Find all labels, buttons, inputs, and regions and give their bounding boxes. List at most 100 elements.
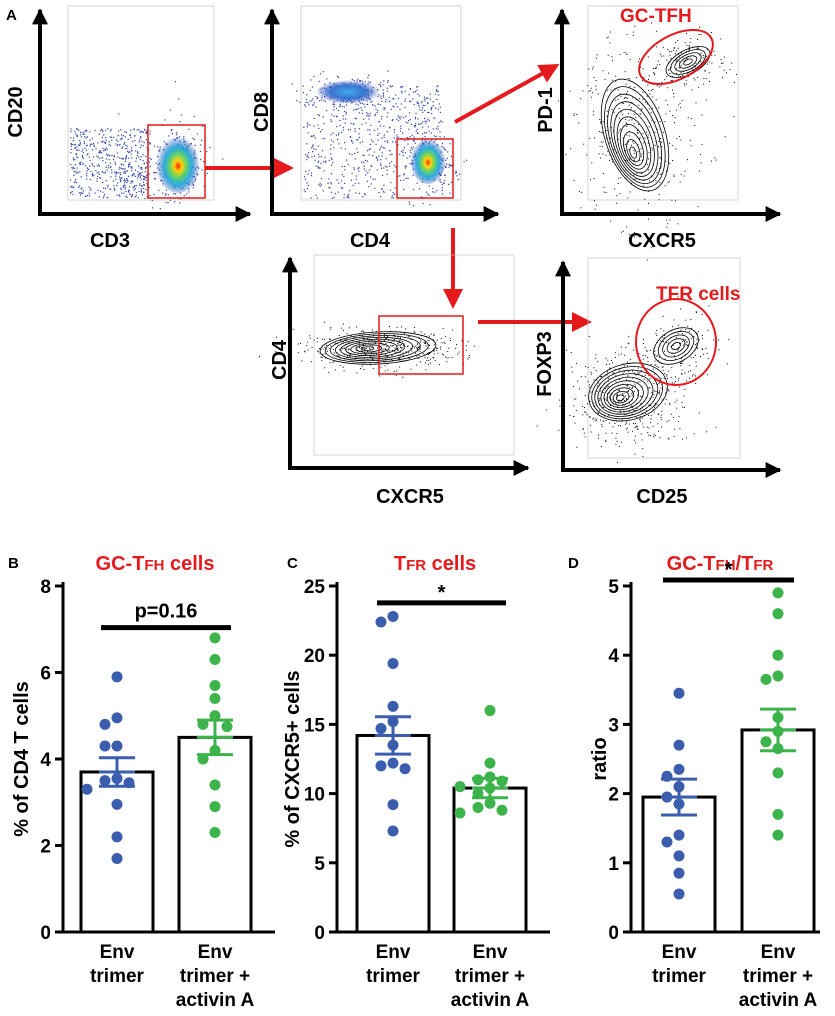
event-dot (70, 152, 72, 154)
event-dot (587, 403, 589, 405)
event-dot (132, 181, 134, 183)
event-dot (344, 165, 346, 168)
event-dot (431, 106, 433, 108)
event-dot (685, 437, 687, 439)
event-dot (126, 170, 129, 172)
event-dot (355, 109, 357, 111)
event-dot (715, 159, 717, 161)
event-dot (396, 326, 398, 328)
event-dot (646, 95, 648, 97)
event-dot (73, 174, 75, 176)
x-axis-label: CXCR5 (628, 230, 696, 252)
contour-level (345, 340, 398, 356)
event-dot (684, 85, 686, 87)
event-dot (615, 402, 616, 404)
event-dot (127, 150, 129, 152)
event-dot (384, 365, 386, 367)
event-dot (651, 391, 653, 393)
event-dot (635, 99, 637, 100)
event-dot (609, 363, 610, 365)
event-dot (206, 172, 208, 174)
event-dot (455, 170, 457, 172)
event-dot (337, 343, 339, 345)
event-dot (612, 400, 614, 402)
event-dot (199, 150, 202, 153)
significance-label: p=0.16 (135, 601, 198, 623)
event-dot (165, 193, 167, 195)
event-dot (341, 166, 343, 168)
event-dot (334, 369, 336, 371)
event-dot (115, 171, 117, 173)
gate-rect[interactable] (378, 315, 464, 375)
gate-ellipse[interactable] (635, 298, 717, 386)
event-dot (632, 377, 634, 379)
event-dot (106, 148, 108, 151)
event-dot (648, 415, 649, 416)
event-dot (384, 354, 386, 356)
event-dot (368, 154, 370, 156)
event-dot (102, 187, 105, 189)
event-dot (613, 111, 615, 113)
event-dot (416, 364, 418, 366)
event-dot (385, 158, 387, 160)
event-dot (603, 406, 605, 408)
event-dot (113, 156, 115, 158)
event-dot (124, 160, 126, 162)
event-dot (468, 357, 470, 358)
event-dot (430, 109, 432, 111)
event-dot (616, 393, 618, 395)
gate-ellipse[interactable] (630, 19, 721, 95)
event-dot (624, 144, 626, 146)
event-dot (316, 197, 318, 199)
significance-label: * (438, 582, 446, 604)
event-dot (424, 342, 426, 343)
event-dot (646, 380, 648, 382)
event-dot (321, 360, 323, 362)
event-dot (665, 113, 667, 115)
event-dot (82, 133, 84, 135)
event-dot (328, 178, 330, 180)
event-dot (311, 147, 313, 149)
event-dot (416, 344, 418, 346)
event-dot (664, 358, 666, 360)
event-dot (437, 352, 439, 354)
event-dot (644, 347, 646, 348)
event-dot (139, 184, 141, 187)
event-dot (81, 156, 84, 158)
event-dot (80, 136, 82, 138)
event-dot (666, 76, 668, 78)
event-dot (616, 202, 618, 204)
gate-rect[interactable] (147, 124, 206, 199)
data-point (111, 712, 123, 724)
event-dot (440, 348, 441, 350)
event-dot (625, 423, 626, 425)
event-dot (397, 344, 399, 346)
event-dot (126, 147, 128, 150)
event-dot (202, 125, 204, 127)
event-dot (126, 182, 128, 184)
event-dot (455, 172, 457, 174)
event-dot (641, 108, 643, 110)
event-dot (674, 358, 676, 360)
event-dot (687, 159, 688, 161)
event-dot (416, 348, 418, 350)
event-dot (456, 344, 458, 345)
event-dot (305, 101, 307, 103)
event-dot (628, 423, 630, 425)
event-dot (89, 139, 91, 141)
data-point (209, 679, 221, 691)
event-dot (694, 79, 696, 81)
data-point (375, 760, 387, 772)
event-dot (369, 115, 371, 117)
event-dot (639, 98, 641, 100)
event-dot (589, 137, 591, 139)
event-dot (324, 367, 326, 369)
gate-rect[interactable] (396, 138, 454, 199)
event-dot (85, 129, 87, 131)
event-dot (670, 66, 672, 68)
event-dot (696, 48, 698, 50)
event-dot (133, 186, 135, 188)
event-dot (677, 380, 679, 382)
event-dot (429, 93, 431, 95)
event-dot (99, 176, 101, 179)
